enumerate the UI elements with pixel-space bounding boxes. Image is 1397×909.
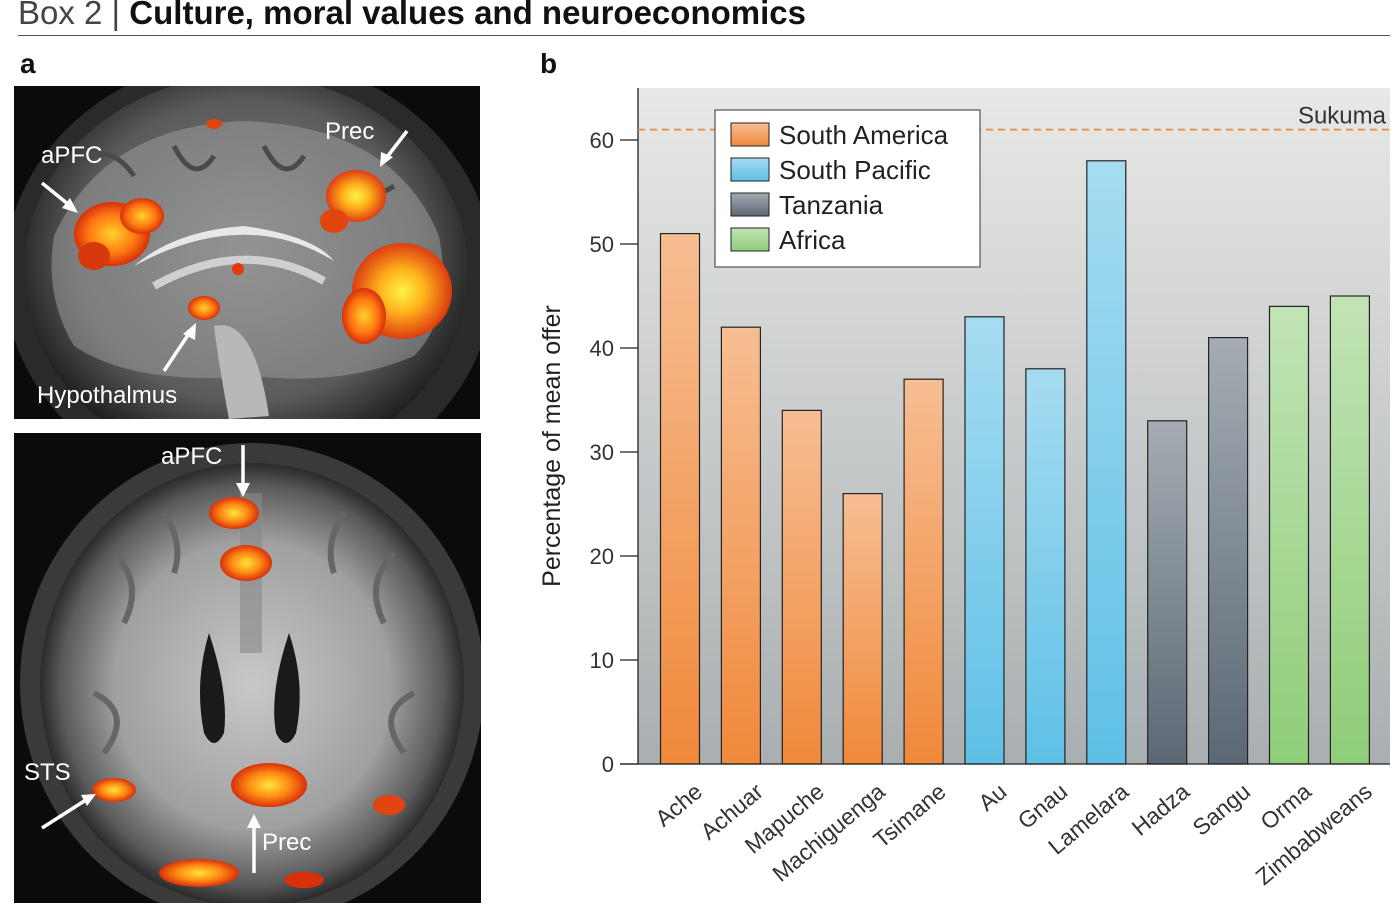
sagittal-label-prec: Prec: [325, 118, 375, 145]
sagittal-label-hypothalmus: Hypothalmus: [37, 382, 178, 409]
axial-label-sts: STS: [24, 759, 71, 786]
y-tick-label-20: 20: [590, 544, 614, 569]
x-tick-label-hadza: Hadza: [1127, 778, 1195, 841]
legend-label-south-pacific: South Pacific: [779, 155, 931, 185]
bar-lamelara: [1086, 160, 1127, 765]
bar-tsimane: [903, 378, 944, 765]
bar-achuar: [720, 326, 762, 765]
sagittal-mri-image: aPFC Prec Hypothalmus: [14, 86, 480, 419]
legend-label-tanzania: Tanzania: [779, 190, 884, 220]
y-tick-label-60: 60: [590, 128, 614, 153]
bar-machiguenga: [842, 493, 883, 765]
box-heading: Culture, moral values and neuroeconomics: [129, 0, 806, 31]
y-tick-label-40: 40: [590, 336, 614, 361]
y-tick-label-30: 30: [590, 440, 614, 465]
legend-swatch-africa: [730, 227, 770, 252]
title-divider: [18, 35, 1390, 36]
legend-swatch-south-america: [730, 122, 770, 147]
reference-line-label: Sukuma: [1298, 103, 1387, 130]
bar-ache: [659, 233, 701, 765]
legend-label-africa: Africa: [779, 225, 846, 255]
bar-gnau: [1025, 368, 1066, 765]
bar-orma: [1268, 305, 1310, 765]
y-axis-label: Percentage of mean offer: [538, 305, 566, 587]
x-tick-label-zimbabweans: Zimbabweans: [1251, 778, 1377, 890]
bar-hadza: [1147, 420, 1188, 765]
y-tick-label-0: 0: [602, 752, 614, 777]
box-title: Box 2 | Culture, moral values and neuroe…: [18, 0, 806, 33]
bar-au: [964, 316, 1005, 765]
y-tick-label-10: 10: [590, 648, 614, 673]
panel-a-letter: a: [20, 48, 36, 79]
axial-mri-image: aPFC STS Prec: [14, 433, 481, 903]
y-tick-label-50: 50: [590, 232, 614, 257]
bar-mapuche: [781, 409, 822, 765]
x-tick-label-sangu: Sangu: [1187, 778, 1255, 841]
bar-zimbabweans: [1329, 295, 1371, 765]
legend-swatch-south-pacific: [730, 157, 770, 182]
panel-b-letter: b: [540, 48, 558, 79]
axial-label-prec: Prec: [262, 829, 312, 856]
bar-sangu: [1207, 337, 1249, 765]
x-tick-label-au: Au: [973, 778, 1011, 816]
box-number: Box 2 |: [18, 0, 130, 31]
axial-label-apfc: aPFC: [161, 443, 223, 470]
legend-swatch-tanzania: [730, 192, 770, 217]
legend-label-south-america: South America: [779, 120, 949, 150]
sagittal-label-apfc: aPFC: [41, 142, 103, 169]
